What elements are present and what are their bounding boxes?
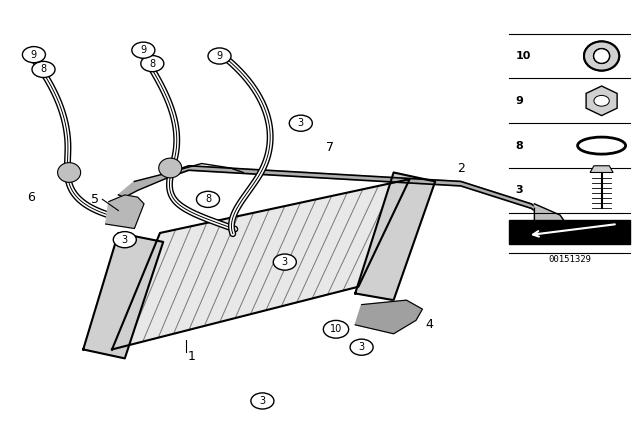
Circle shape: [251, 393, 274, 409]
Polygon shape: [83, 233, 163, 358]
Text: 00151329: 00151329: [548, 255, 591, 264]
Text: 4: 4: [426, 318, 433, 332]
Text: 3: 3: [259, 396, 266, 406]
Text: 7: 7: [326, 141, 334, 155]
Text: 6: 6: [28, 190, 35, 204]
Text: 8: 8: [515, 141, 523, 151]
Polygon shape: [118, 172, 170, 197]
Text: 3: 3: [282, 257, 288, 267]
FancyBboxPatch shape: [135, 45, 152, 55]
Circle shape: [594, 95, 609, 106]
Polygon shape: [509, 220, 630, 244]
Circle shape: [273, 254, 296, 270]
Text: 3: 3: [358, 342, 365, 352]
Text: 9: 9: [140, 45, 147, 55]
Ellipse shape: [594, 48, 610, 63]
Text: 8: 8: [40, 65, 47, 74]
Text: 5: 5: [92, 193, 99, 206]
Circle shape: [208, 48, 231, 64]
Text: 2: 2: [458, 161, 465, 175]
Text: 10: 10: [330, 324, 342, 334]
Polygon shape: [170, 166, 538, 213]
Ellipse shape: [584, 41, 620, 70]
FancyBboxPatch shape: [36, 65, 51, 73]
Polygon shape: [586, 86, 617, 116]
Polygon shape: [534, 204, 566, 242]
FancyBboxPatch shape: [26, 50, 42, 60]
Text: 3: 3: [298, 118, 304, 128]
Text: 9: 9: [515, 96, 523, 106]
Text: 9: 9: [216, 51, 223, 61]
Text: 9: 9: [31, 50, 37, 60]
Polygon shape: [106, 195, 144, 228]
Ellipse shape: [159, 158, 182, 178]
Polygon shape: [355, 300, 422, 334]
Circle shape: [113, 232, 136, 248]
Polygon shape: [590, 166, 613, 172]
Polygon shape: [355, 172, 435, 300]
Text: 3: 3: [515, 185, 523, 195]
Circle shape: [289, 115, 312, 131]
Circle shape: [196, 191, 220, 207]
Text: 1: 1: [188, 349, 196, 363]
Circle shape: [32, 61, 55, 78]
Circle shape: [22, 47, 45, 63]
Polygon shape: [112, 179, 410, 349]
Circle shape: [350, 339, 373, 355]
Ellipse shape: [584, 41, 620, 70]
Text: 8: 8: [149, 59, 156, 69]
Text: 8: 8: [205, 194, 211, 204]
FancyBboxPatch shape: [145, 59, 159, 68]
Ellipse shape: [58, 163, 81, 182]
Text: 3: 3: [122, 235, 128, 245]
Circle shape: [141, 56, 164, 72]
Circle shape: [132, 42, 155, 58]
Ellipse shape: [594, 48, 610, 63]
Ellipse shape: [578, 137, 626, 154]
Circle shape: [323, 320, 349, 338]
FancyBboxPatch shape: [201, 195, 215, 203]
Text: 10: 10: [515, 51, 531, 61]
